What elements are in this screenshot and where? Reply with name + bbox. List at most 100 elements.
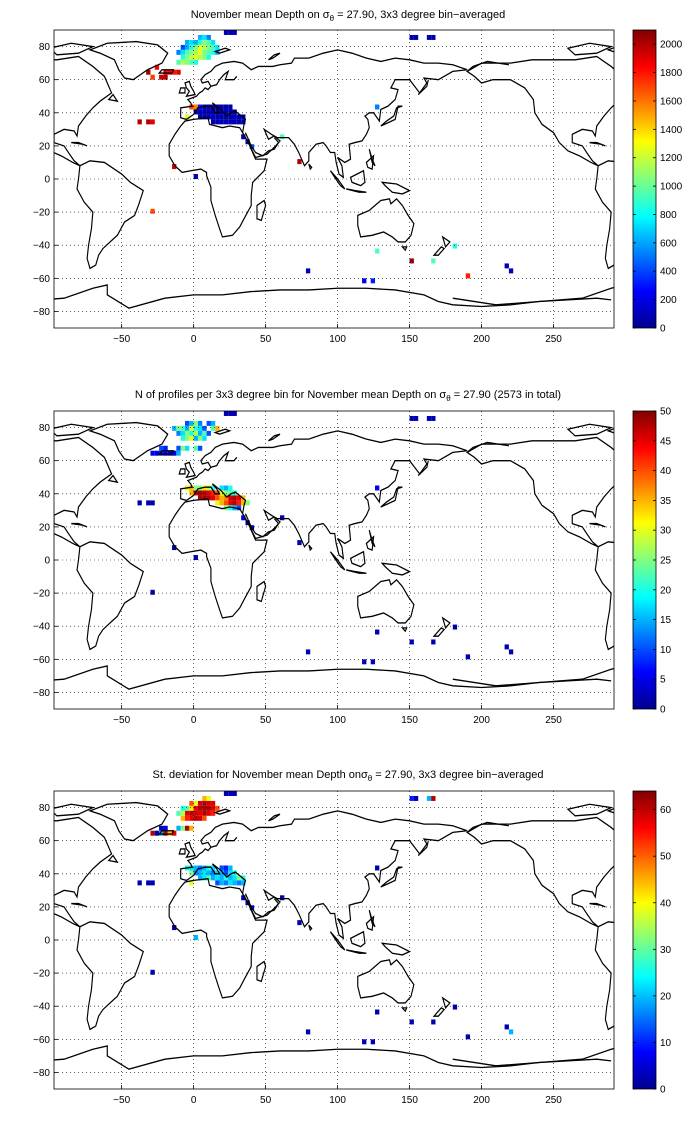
bin-cell: [219, 109, 224, 115]
bin-cell: [362, 659, 367, 665]
bin-cell: [215, 425, 220, 431]
bin-cell: [180, 49, 185, 55]
bin-cell: [189, 825, 194, 831]
bin-cell: [465, 273, 471, 279]
bin-cell: [193, 865, 198, 871]
bin-cell: [159, 445, 164, 451]
colorbar-tick-label: 35: [660, 496, 672, 507]
bin-cell: [202, 49, 207, 55]
bin-cell: [210, 800, 216, 806]
bin-cell: [219, 870, 224, 876]
bin-cell: [180, 825, 185, 831]
colorbar-tick-label: 0: [660, 1085, 666, 1096]
bin-cell: [236, 119, 242, 125]
bin-cell: [409, 1019, 414, 1025]
bin-cell: [219, 500, 224, 506]
bin-cell: [219, 490, 224, 496]
bin-cell: [297, 540, 302, 546]
bin-cells: [137, 791, 514, 1045]
x-tick-label: −50: [113, 334, 130, 345]
bin-cell: [206, 34, 211, 40]
bin-cell: [236, 495, 242, 501]
bin-cell: [362, 278, 367, 284]
bin-cell: [185, 805, 190, 811]
bin-cell: [150, 450, 155, 456]
bin-cell: [150, 589, 155, 595]
bin-cell: [193, 44, 198, 50]
bin-cell: [504, 263, 509, 269]
y-tick-label: 60: [39, 456, 51, 467]
bin-cell: [280, 515, 285, 521]
y-tick-label: 20: [39, 522, 51, 533]
bin-cell: [202, 114, 207, 120]
bin-cell: [426, 34, 432, 40]
bin-cell: [206, 485, 211, 491]
bin-cell: [431, 639, 436, 645]
bin-cell: [431, 415, 436, 421]
bin-cell: [431, 34, 436, 40]
x-tick-label: 100: [329, 715, 346, 726]
bin-cell: [202, 800, 207, 806]
bin-cell: [185, 39, 190, 45]
bin-cell: [206, 805, 211, 811]
bin-cell: [193, 445, 198, 451]
colorbar-tick-label: 40: [660, 898, 672, 909]
panel-title: November mean Depth on σθ = 27.90, 3x3 d…: [191, 9, 506, 23]
bin-cell: [215, 870, 220, 876]
bin-cell: [228, 495, 233, 501]
colorbar-tick-label: 600: [660, 238, 677, 249]
bin-cell: [180, 44, 185, 50]
bin-cell: [202, 54, 207, 60]
bin-cell: [206, 420, 211, 426]
bin-cell: [176, 49, 181, 55]
y-tick-label: 0: [44, 936, 50, 947]
x-tick-label: 0: [191, 1095, 197, 1106]
graticule: [54, 411, 614, 709]
bin-cell: [202, 39, 207, 45]
bin-cell: [150, 830, 155, 836]
bin-cell: [465, 654, 471, 660]
bin-cell: [452, 1004, 458, 1010]
y-tick-label: 40: [39, 489, 51, 500]
bin-cell: [197, 109, 203, 115]
x-tick-label: 200: [473, 715, 490, 726]
bin-cell: [202, 810, 207, 816]
y-tick-label: −40: [33, 241, 50, 252]
bin-cell: [167, 450, 173, 456]
bin-cell: [223, 114, 229, 120]
y-tick-label: 0: [44, 175, 50, 186]
bin-cell: [180, 435, 185, 441]
bin-cell: [375, 629, 380, 635]
x-tick-label: 250: [545, 334, 562, 345]
bin-cell: [228, 490, 233, 496]
y-tick-label: 20: [39, 141, 51, 152]
bin-cell: [193, 935, 198, 940]
bin-cell: [228, 485, 233, 491]
bin-cell: [215, 109, 220, 115]
bin-cell: [223, 875, 229, 881]
bin-cell: [185, 430, 190, 436]
bin-cell: [150, 119, 155, 125]
bin-cell: [163, 450, 168, 456]
bin-cell: [202, 425, 207, 431]
colorbar-tick-label: 400: [660, 267, 677, 278]
bin-cell: [150, 880, 155, 886]
bin-cell: [223, 865, 229, 871]
bin-cell: [193, 49, 198, 55]
bin-cell: [197, 425, 203, 431]
bin-cell: [197, 800, 203, 806]
bin-cell: [197, 430, 203, 436]
bin-cell: [172, 164, 177, 170]
bin-cell: [206, 495, 211, 501]
bin-cell: [228, 500, 233, 506]
bin-cell: [232, 495, 237, 501]
colorbar-tick-label: 0: [660, 324, 666, 335]
map-panel-2: N of profiles per 3x3 degree bin for Nov…: [33, 389, 672, 726]
bin-cell: [210, 485, 216, 491]
bin-cell: [228, 505, 233, 511]
colorbar: [632, 29, 657, 329]
bin-cell: [241, 515, 246, 521]
bin-cell: [206, 104, 211, 110]
colorbar-tick-label: 30: [660, 945, 672, 956]
bin-cell: [206, 875, 211, 881]
